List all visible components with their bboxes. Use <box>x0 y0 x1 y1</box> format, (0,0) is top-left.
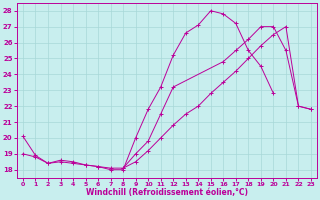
X-axis label: Windchill (Refroidissement éolien,°C): Windchill (Refroidissement éolien,°C) <box>86 188 248 197</box>
